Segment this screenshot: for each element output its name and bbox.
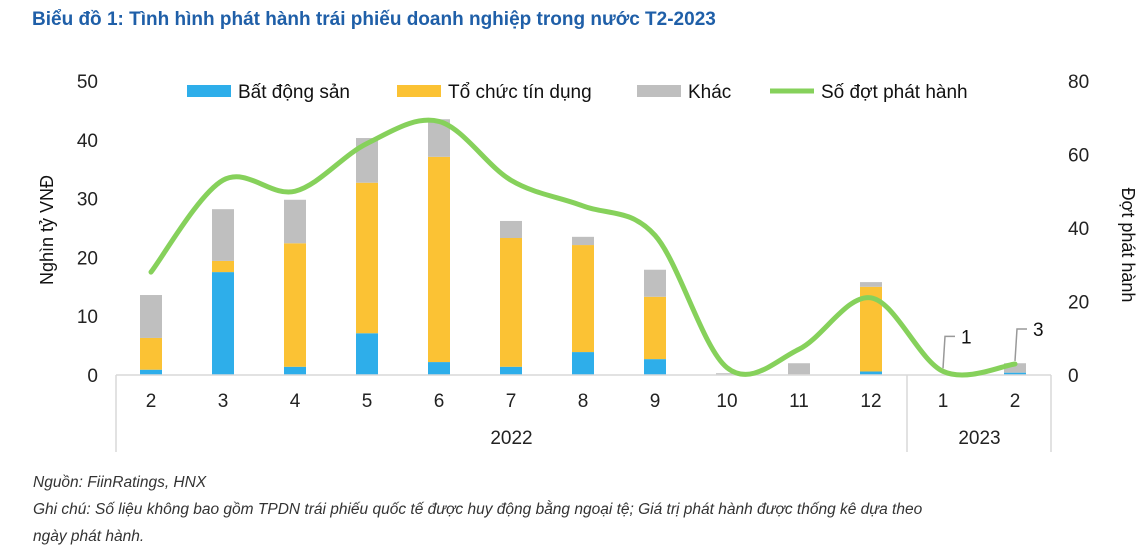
bar-khác bbox=[500, 220, 522, 238]
left-axis-label: Nghìn tỷ VNĐ bbox=[37, 175, 57, 285]
bar-tổ-chức-tín-dụng bbox=[428, 156, 450, 363]
bar-tổ-chức-tín-dụng bbox=[356, 182, 378, 334]
bar-tổ-chức-tín-dụng bbox=[284, 243, 306, 367]
chart-title: Biểu đồ 1: Tình hình phát hành trái phiế… bbox=[32, 9, 716, 30]
bar-bất-động-sản bbox=[860, 371, 882, 375]
bar-khác bbox=[212, 209, 234, 261]
x-tick-label: 8 bbox=[578, 391, 589, 412]
x-tick-label: 12 bbox=[860, 391, 881, 412]
x-tick-label: 6 bbox=[434, 391, 445, 412]
bar-khác bbox=[644, 269, 666, 297]
left-axis-tick: 30 bbox=[77, 190, 98, 211]
bar-tổ-chức-tín-dụng bbox=[500, 237, 522, 367]
bar-bất-động-sản bbox=[140, 369, 162, 375]
bar-khác bbox=[788, 363, 810, 375]
footnote-line-2: ngày phát hành. bbox=[33, 528, 145, 545]
right-axis-label: Đợt phát hành bbox=[1118, 188, 1138, 303]
x-tick-label: 11 bbox=[789, 391, 809, 412]
bar-bất-động-sản bbox=[500, 366, 522, 375]
left-axis-tick: 10 bbox=[77, 307, 98, 328]
data-label: 1 bbox=[961, 327, 972, 348]
bar-khác bbox=[860, 282, 882, 287]
left-axis-tick: 40 bbox=[77, 131, 98, 152]
annotation-leader bbox=[942, 335, 955, 369]
left-axis-tick: 20 bbox=[77, 248, 98, 269]
bar-tổ-chức-tín-dụng bbox=[860, 286, 882, 372]
bar-khác bbox=[140, 295, 162, 338]
data-label: 3 bbox=[1033, 320, 1044, 341]
x-tick-label: 9 bbox=[650, 391, 661, 412]
x-tick-label: 10 bbox=[716, 391, 737, 412]
bar-khác bbox=[572, 236, 594, 246]
bar-bất-động-sản bbox=[572, 352, 594, 375]
right-axis-tick: 80 bbox=[1068, 72, 1089, 93]
source-note: Nguồn: FiinRatings, HNX bbox=[33, 474, 207, 491]
legend-swatch bbox=[637, 85, 681, 97]
bar-bất-động-sản bbox=[284, 366, 306, 375]
bar-tổ-chức-tín-dụng bbox=[644, 296, 666, 360]
bar-tổ-chức-tín-dụng bbox=[140, 337, 162, 370]
x-tick-label: 5 bbox=[362, 391, 373, 412]
x-tick-label: 1 bbox=[938, 391, 949, 412]
legend-label: Bất động sản bbox=[238, 82, 350, 103]
bar-tổ-chức-tín-dụng bbox=[212, 260, 234, 273]
x-tick-label: 3 bbox=[218, 391, 229, 412]
legend-label: Số đợt phát hành bbox=[821, 82, 968, 103]
year-group-label: 2022 bbox=[490, 428, 532, 449]
x-tick-label: 2 bbox=[1010, 391, 1021, 412]
x-tick-label: 2 bbox=[146, 391, 157, 412]
bar-bất-động-sản bbox=[356, 333, 378, 375]
bar-bất-động-sản bbox=[644, 359, 666, 375]
legend-swatch bbox=[397, 85, 441, 97]
bar-bất-động-sản bbox=[428, 362, 450, 375]
x-tick-label: 4 bbox=[290, 391, 301, 412]
legend-swatch bbox=[187, 85, 231, 97]
year-group-label: 2023 bbox=[958, 428, 1000, 449]
chart: 0 10 20 30 40 50 0 20 40 60 80 Nghìn tỷ VNĐ Đợt phát… bbox=[37, 72, 1138, 452]
right-axis-tick: 20 bbox=[1068, 293, 1089, 314]
bar-khác bbox=[284, 199, 306, 244]
bar-khác bbox=[1004, 363, 1026, 373]
bar-bất-động-sản bbox=[1004, 372, 1026, 375]
right-axis-tick: 60 bbox=[1068, 146, 1089, 167]
bar-tổ-chức-tín-dụng bbox=[572, 245, 594, 353]
footnote-line-1: Ghi chú: Số liệu không bao gồm TPDN trái… bbox=[33, 501, 923, 518]
legend-label: Khác bbox=[688, 82, 731, 103]
bar-bất-động-sản bbox=[212, 272, 234, 375]
left-axis-tick: 0 bbox=[87, 366, 98, 387]
bar-khác bbox=[716, 373, 738, 375]
left-axis-tick: 50 bbox=[77, 72, 98, 93]
bar-khác bbox=[428, 119, 450, 157]
right-axis-tick: 40 bbox=[1068, 219, 1089, 240]
x-tick-label: 7 bbox=[506, 391, 517, 412]
annotation-leader bbox=[1014, 328, 1027, 362]
legend-label: Tổ chức tín dụng bbox=[448, 82, 592, 103]
right-axis-tick: 0 bbox=[1068, 366, 1079, 387]
line-so-dot-phat-hanh bbox=[148, 117, 1018, 378]
